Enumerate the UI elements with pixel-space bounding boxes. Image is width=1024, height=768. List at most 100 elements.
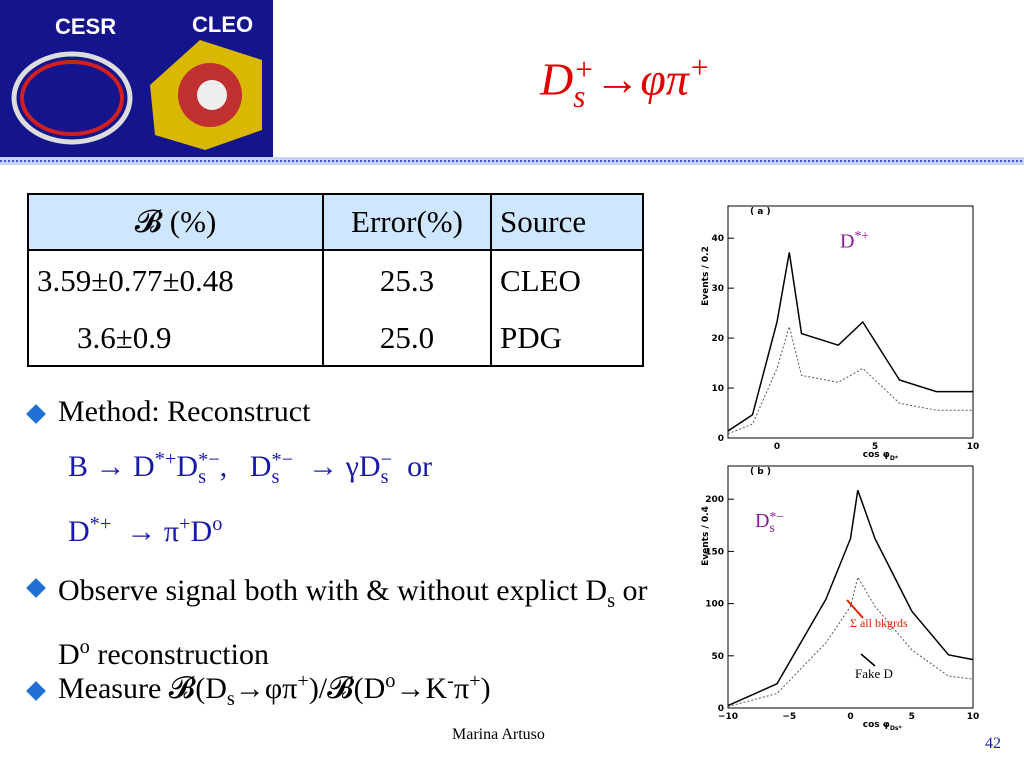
annotation: D*+: [840, 228, 930, 254]
superscript: *−: [271, 448, 294, 471]
text: cos φ: [862, 450, 890, 460]
text: D: [755, 510, 770, 532]
superscript: +: [573, 52, 595, 88]
superscript: *−: [769, 510, 784, 524]
y-tick-label: 10: [711, 384, 724, 394]
text: D: [68, 515, 90, 548]
bullet-text: Method: Reconstruct: [58, 395, 310, 429]
y-tick-label: 200: [705, 495, 724, 505]
x-tick-label: 10: [967, 712, 980, 722]
cell: PDG: [490, 311, 644, 367]
page-number: 42: [985, 735, 1001, 752]
superscript: −: [380, 448, 393, 471]
y-tick-label: 150: [705, 547, 724, 557]
text: , D: [219, 450, 272, 483]
y-tick-label: 40: [711, 234, 724, 244]
logo-text: CLEO: [192, 12, 254, 37]
cell: CLEO: [490, 249, 644, 311]
annotation-text: D*+: [840, 228, 930, 254]
superscript: *+: [154, 448, 177, 470]
x-tick-label: 10: [967, 442, 980, 452]
x-axis-label-text: cos φD*: [863, 450, 943, 462]
formula: D*+ → π+Do: [68, 513, 222, 549]
subscript: s: [226, 688, 235, 710]
text: )/𝓑(D: [308, 672, 386, 705]
y-axis-label: Events / 0.4: [701, 506, 711, 566]
text: B → D: [68, 450, 155, 483]
text: Fake D: [855, 666, 893, 681]
subscript: Ds*: [889, 724, 902, 732]
y-tick-label: 100: [705, 600, 724, 610]
subscript: D*: [889, 454, 899, 462]
text: Σ all bkgrds: [850, 616, 908, 630]
y-tick-label: 20: [711, 334, 724, 344]
detector: [197, 80, 227, 110]
text: → γD: [293, 450, 381, 483]
bullet-text: Observe signal both with & without expli…: [58, 568, 648, 678]
y-tick-label: 50: [711, 652, 724, 662]
x-tick-label: −5: [782, 712, 796, 722]
text: or D: [58, 574, 648, 671]
sup-sub: − s: [380, 448, 393, 487]
text: Measure 𝓑(D: [58, 672, 227, 705]
col-header: Source: [490, 193, 644, 251]
text: →φπ: [234, 672, 298, 705]
superscript: +: [688, 50, 710, 85]
formula: B → D*+D *− s, D *− s → γD − s or: [68, 448, 433, 489]
text: ): [480, 672, 491, 705]
histogram-sketch: [727, 489, 974, 707]
logo-text: CESR: [55, 14, 117, 39]
text: D: [190, 515, 213, 548]
text: →φπ: [594, 53, 689, 105]
figure: ( a ) 0 10 20 30 40 0 5 10 Events / 0.2 cos φD* D*+: [701, 205, 980, 462]
subscript: s: [607, 590, 616, 612]
superscript: +: [179, 513, 191, 535]
y-tick-label: 30: [711, 284, 724, 294]
histogram-sketch: [727, 252, 973, 432]
ring: [20, 60, 124, 136]
y-tick-label: 0: [718, 434, 724, 444]
ring: [11, 51, 133, 145]
y-tick-label: 0: [718, 704, 724, 714]
cell: 25.0: [322, 311, 492, 367]
col-header: 𝓑 (%): [27, 193, 324, 251]
x-tick-label: −10: [718, 712, 738, 722]
superscript: *+: [854, 228, 869, 243]
cell: 3.6±0.9: [27, 311, 324, 367]
annotation: Σ all bkgrds: [850, 616, 908, 630]
text: Observe signal both with & without expli…: [58, 574, 608, 607]
superscript: o: [212, 513, 223, 535]
text: D: [840, 230, 855, 253]
superscript: -: [447, 670, 454, 692]
superscript: +: [297, 670, 309, 692]
x-axis-label-text: cos φDs*: [863, 720, 943, 732]
figure: ( b ) 0 50 100 150 200 −10 −5 0 5 10 Events / 0.4 co…: [701, 465, 980, 732]
text: → π: [111, 515, 180, 548]
text: D: [176, 450, 199, 483]
text: or: [392, 450, 433, 483]
x-tick-label: 5: [872, 442, 878, 452]
plot-frame: [727, 465, 974, 709]
x-axis-label: cos φDs*: [863, 720, 943, 732]
sup-sub: + s: [573, 52, 595, 114]
subscript: s: [198, 466, 206, 489]
col-header: Error(%): [322, 193, 492, 251]
sup-sub: *− s: [769, 510, 784, 534]
bullet-text: Measure 𝓑(Ds→φπ+)/𝓑(Do→K-π+): [58, 670, 491, 711]
x-tick-label: 0: [774, 442, 780, 452]
x-tick-label: 0: [847, 712, 853, 722]
superscript: *+: [89, 513, 112, 535]
subscript: s: [573, 78, 586, 114]
slide-title: D + s →φπ+: [540, 50, 710, 114]
text: Method: Reconstruct: [58, 395, 311, 428]
superscript: *−: [198, 448, 220, 471]
annotation-text: Fake D: [855, 666, 945, 682]
y-axis-label: Events / 0.2: [701, 246, 711, 306]
sup-sub: *− s: [198, 448, 220, 489]
text: cos φ: [862, 720, 890, 730]
text: D: [540, 53, 574, 105]
annotation: D *−s: [755, 510, 784, 534]
sup-sub: *− s: [271, 448, 294, 487]
x-axis-label: cos φD*: [863, 450, 943, 462]
